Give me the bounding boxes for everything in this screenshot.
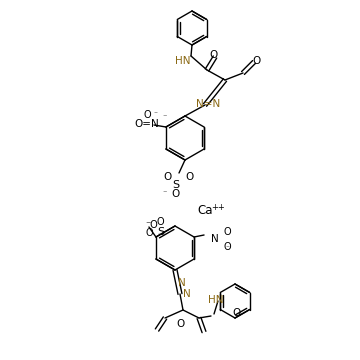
Text: O: O [253,56,261,66]
Text: N: N [178,278,186,288]
Text: ⁻: ⁻ [163,189,167,198]
Text: ⁻: ⁻ [225,243,229,252]
Text: O: O [156,217,164,227]
Text: HN: HN [208,295,224,305]
Text: N: N [211,234,219,244]
Text: O: O [233,308,241,318]
Text: ++: ++ [211,202,225,212]
Text: N: N [183,289,191,299]
Text: O: O [177,319,185,329]
Text: O=N: O=N [135,119,159,129]
Text: Ca: Ca [197,203,213,216]
Text: S: S [157,227,165,237]
Text: O: O [143,110,151,120]
Text: HN: HN [175,56,191,66]
Text: ⁻: ⁻ [163,113,167,122]
Text: O: O [223,242,231,252]
Text: S: S [172,180,180,190]
Text: O: O [145,228,153,238]
Text: ⁻O: ⁻O [146,220,158,230]
Text: O: O [172,189,180,199]
Text: O: O [164,172,172,182]
Text: O: O [223,227,231,237]
Text: O: O [210,50,218,60]
Text: N=N: N=N [196,99,220,109]
Text: O: O [186,172,194,182]
Text: ⁻: ⁻ [153,109,157,118]
